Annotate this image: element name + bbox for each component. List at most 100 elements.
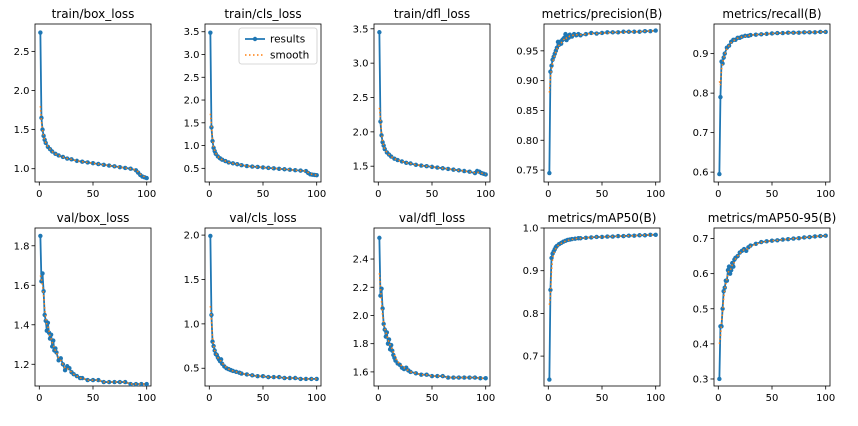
results-point bbox=[730, 260, 735, 266]
results-point bbox=[41, 133, 46, 139]
results-point bbox=[796, 30, 802, 35]
results-point bbox=[378, 293, 383, 298]
y-tick-label: 0.95 bbox=[516, 46, 538, 57]
y-tick-label: 0.5 bbox=[184, 364, 200, 375]
results-point bbox=[717, 376, 722, 382]
results-point bbox=[40, 271, 45, 276]
y-tick-label: 3.5 bbox=[353, 24, 369, 35]
results-point bbox=[785, 237, 791, 242]
legend: results smooth bbox=[238, 27, 318, 65]
subplot-val-box-loss: val/box_loss 0 50 100 1.2 1.4 1.6 1.8 bbox=[14, 211, 157, 404]
y-tick-label: 1.4 bbox=[14, 320, 30, 331]
x-tick-label: 50 bbox=[596, 393, 609, 404]
results-point bbox=[413, 371, 419, 376]
results-point bbox=[85, 377, 90, 383]
results-point bbox=[128, 381, 133, 387]
results-point bbox=[435, 373, 440, 379]
results-point bbox=[720, 61, 725, 66]
y-tick-label: 1.0 bbox=[14, 164, 30, 175]
results-point bbox=[106, 379, 112, 385]
results-point bbox=[244, 163, 250, 169]
results-point bbox=[718, 94, 723, 100]
x-tick-label: 50 bbox=[426, 393, 439, 404]
y-tick-label: 0.6 bbox=[693, 269, 709, 280]
results-point bbox=[780, 237, 785, 242]
x-tick-label: 50 bbox=[596, 189, 609, 200]
results-point bbox=[85, 160, 90, 165]
results-line bbox=[548, 233, 656, 380]
y-tick-label: 0.9 bbox=[693, 49, 709, 60]
x-tick-label: 100 bbox=[137, 393, 156, 404]
results-point bbox=[769, 238, 775, 243]
results-point bbox=[53, 346, 58, 351]
results-point bbox=[724, 278, 730, 283]
results-point bbox=[144, 381, 149, 387]
results-point bbox=[802, 30, 807, 35]
results-point bbox=[260, 374, 266, 379]
x-tick-label: 0 bbox=[545, 189, 551, 200]
results-point bbox=[653, 232, 658, 238]
x-tick-label: 100 bbox=[646, 393, 665, 404]
results-point bbox=[483, 376, 488, 381]
results-point bbox=[239, 162, 244, 168]
x-tick-label: 0 bbox=[375, 393, 381, 404]
x-tick-label: 50 bbox=[87, 189, 100, 200]
x-tick-label: 100 bbox=[307, 393, 326, 404]
results-point bbox=[144, 175, 149, 181]
y-tick-label: 0.85 bbox=[516, 106, 538, 117]
axes-frame bbox=[543, 227, 661, 387]
results-point bbox=[812, 30, 818, 35]
y-tick-label: 2.5 bbox=[353, 93, 369, 104]
axes-frame bbox=[34, 23, 152, 183]
results-point bbox=[753, 241, 759, 246]
results-point bbox=[802, 235, 807, 240]
y-tick-label: 1.8 bbox=[14, 241, 30, 252]
results-point bbox=[583, 235, 589, 241]
results-point bbox=[38, 233, 43, 239]
y-tick-label: 1.5 bbox=[184, 118, 200, 129]
results-point bbox=[823, 29, 828, 35]
results-point bbox=[823, 233, 828, 238]
results-point bbox=[276, 166, 282, 171]
axes-frame bbox=[373, 227, 491, 387]
subplot-metrics-precision-b-: metrics/precision(B) 0 50 100 0.75 0.80 0.85 0.… bbox=[516, 7, 665, 200]
results-point bbox=[314, 172, 319, 178]
results-point bbox=[260, 165, 266, 170]
subplot-title: train/box_loss bbox=[52, 7, 135, 21]
x-tick-label: 50 bbox=[257, 189, 270, 200]
results-point bbox=[726, 264, 732, 269]
results-point bbox=[462, 375, 467, 380]
x-tick-label: 0 bbox=[206, 189, 212, 200]
subplot-metrics-recall-b-: metrics/recall(B) 0 50 100 0.6 0.7 0.8 0.9 bbox=[693, 7, 836, 200]
results-point bbox=[717, 171, 722, 177]
subplot-val-dfl-loss: val/dfl_loss 0 50 100 1.6 1.8 2.0 2.2 2.4 bbox=[353, 211, 496, 404]
axes-frame bbox=[543, 23, 661, 183]
results-point bbox=[112, 379, 117, 385]
results-point bbox=[123, 379, 128, 385]
results-point bbox=[435, 165, 440, 170]
results-line bbox=[39, 235, 147, 385]
results-point bbox=[572, 236, 578, 241]
y-tick-label: 0.6 bbox=[693, 168, 709, 179]
results-point bbox=[467, 375, 472, 380]
results-point bbox=[721, 289, 726, 294]
x-tick-label: 0 bbox=[545, 393, 551, 404]
results-point bbox=[621, 233, 626, 239]
results-point bbox=[637, 29, 642, 34]
x-tick-label: 50 bbox=[766, 393, 779, 404]
subplot-title: val/cls_loss bbox=[229, 211, 296, 225]
y-tick-label: 0.90 bbox=[516, 76, 538, 87]
y-tick-label: 1.5 bbox=[184, 275, 200, 286]
x-tick-label: 100 bbox=[307, 189, 326, 200]
y-tick-label: 2.0 bbox=[353, 127, 369, 138]
legend-results-label: results bbox=[270, 34, 305, 46]
subplot-val-cls-loss: val/cls_loss 0 50 100 0.5 1.0 1.5 2.0 bbox=[184, 211, 327, 404]
y-tick-label: 0.9 bbox=[523, 266, 539, 277]
results-line bbox=[39, 32, 148, 179]
legend-smooth-label: smooth bbox=[270, 50, 309, 62]
results-point bbox=[445, 166, 451, 172]
x-tick-label: 100 bbox=[816, 393, 835, 404]
results-point bbox=[753, 32, 759, 37]
results-point bbox=[40, 127, 45, 132]
results-point bbox=[47, 336, 53, 341]
